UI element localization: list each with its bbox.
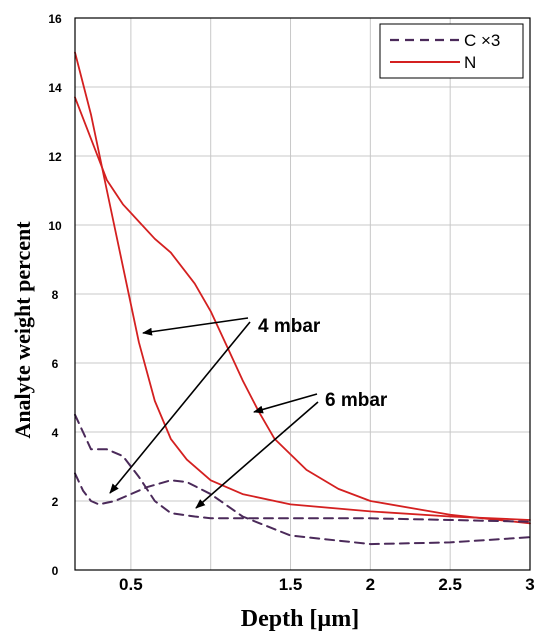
y-tick-label: 12 bbox=[48, 150, 62, 164]
x-tick-label: 2 bbox=[366, 575, 375, 594]
series-line-0 bbox=[74, 51, 531, 521]
y-tick-label: 0 bbox=[52, 564, 59, 578]
annotation-6mbar-label: 6 mbar bbox=[325, 390, 388, 411]
series-layer bbox=[74, 51, 531, 546]
y-axis-label: Analyte weight percent bbox=[10, 221, 35, 439]
x-tick-label: 1.5 bbox=[279, 575, 303, 594]
y-tick-label: 4 bbox=[52, 426, 59, 440]
x-tick-label: 3 bbox=[525, 575, 534, 594]
annotation-6mbar-arrow-n bbox=[253, 393, 318, 414]
y-tick-label: 6 bbox=[52, 357, 59, 371]
legend: C ×3 N bbox=[379, 23, 524, 79]
annotation-4mbar-label: 4 mbar bbox=[258, 316, 321, 337]
legend-label-c: C ×3 bbox=[464, 31, 500, 50]
grid bbox=[75, 18, 530, 570]
x-tick-label: 2.5 bbox=[438, 575, 462, 594]
y-tick-label: 14 bbox=[48, 81, 62, 95]
annotation-6mbar: 6 mbar bbox=[195, 390, 388, 509]
legend-label-n: N bbox=[464, 53, 476, 72]
x-axis-label: Depth [µm] bbox=[241, 606, 359, 632]
plot-frame bbox=[74, 17, 531, 571]
x-tick-label: 0.5 bbox=[119, 575, 143, 594]
x-tick-labels: 0.5 1.5 2 2.5 3 bbox=[119, 575, 535, 594]
annotation-4mbar: 4 mbar bbox=[109, 316, 321, 494]
y-tick-label: 10 bbox=[48, 219, 62, 233]
y-tick-label: 8 bbox=[52, 288, 59, 302]
series-line-2 bbox=[74, 472, 531, 546]
y-tick-label: 16 bbox=[48, 12, 62, 26]
y-tick-label: 2 bbox=[52, 495, 59, 509]
series-line-1 bbox=[74, 96, 531, 525]
y-tick-labels: 0 2 4 6 8 10 12 14 16 bbox=[48, 12, 62, 578]
annotation-4mbar-arrow-c bbox=[109, 321, 251, 494]
legend-box bbox=[379, 23, 524, 79]
annotation-6mbar-arrow-c bbox=[195, 401, 319, 509]
annotation-4mbar-arrow-n bbox=[142, 317, 249, 336]
series-line-3 bbox=[74, 413, 531, 523]
